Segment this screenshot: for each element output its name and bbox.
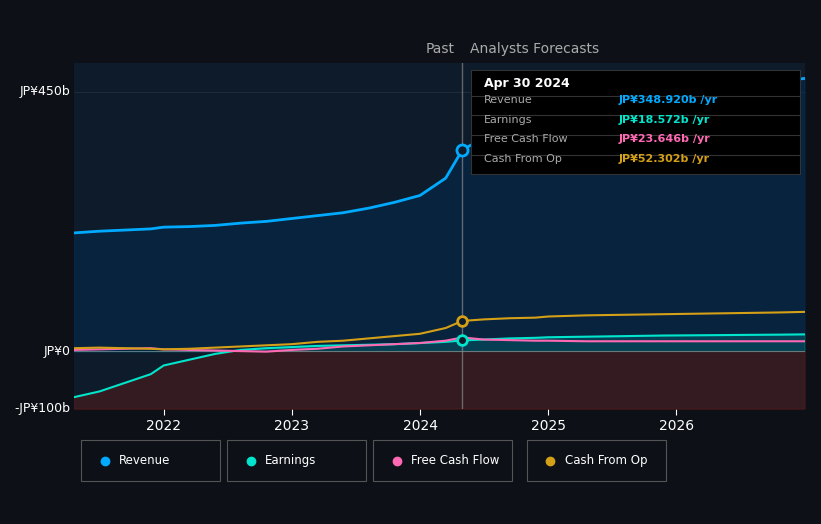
Text: JP¥450b: JP¥450b [20, 85, 71, 98]
Text: -JP¥100b: -JP¥100b [14, 402, 71, 415]
Text: Cash From Op: Cash From Op [565, 454, 648, 467]
Text: JP¥18.572b /yr: JP¥18.572b /yr [619, 115, 710, 125]
Text: Earnings: Earnings [265, 454, 317, 467]
Text: JP¥52.302b /yr: JP¥52.302b /yr [619, 154, 710, 164]
Text: JP¥0: JP¥0 [44, 345, 71, 357]
Text: Apr 30 2024: Apr 30 2024 [484, 77, 570, 90]
Text: JP¥348.920b /yr: JP¥348.920b /yr [619, 95, 718, 105]
Text: Free Cash Flow: Free Cash Flow [411, 454, 500, 467]
Text: Earnings: Earnings [484, 115, 532, 125]
Text: Analysts Forecasts: Analysts Forecasts [470, 42, 599, 56]
Text: Free Cash Flow: Free Cash Flow [484, 134, 567, 144]
Text: Revenue: Revenue [484, 95, 533, 105]
Text: JP¥23.646b /yr: JP¥23.646b /yr [619, 134, 711, 144]
Text: Cash From Op: Cash From Op [484, 154, 562, 164]
Text: Past: Past [426, 42, 455, 56]
Text: Revenue: Revenue [119, 454, 171, 467]
